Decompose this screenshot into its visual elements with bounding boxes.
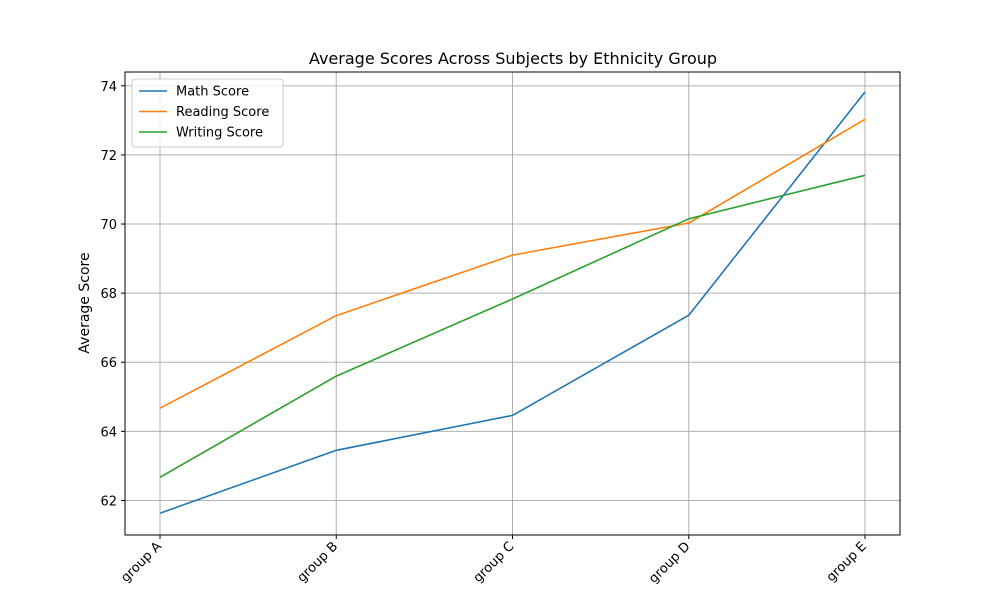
series-line-writing-score — [159, 174, 866, 478]
y-tick-label: 64 — [100, 425, 117, 440]
y-tick-label: 70 — [100, 218, 117, 233]
plot-frame — [124, 71, 901, 536]
y-axis-label: Average Score — [77, 252, 93, 353]
y-tick-label: 72 — [100, 149, 117, 164]
y-tick-label: 66 — [100, 356, 117, 371]
legend-box — [131, 78, 284, 148]
series-line-reading-score — [159, 118, 866, 409]
legend-label: Reading Score — [176, 105, 269, 120]
y-tick-label: 74 — [100, 80, 117, 95]
x-tick-label: group C — [471, 539, 518, 586]
legend-label: Writing Score — [176, 126, 263, 141]
x-tick-label: group D — [646, 539, 693, 586]
legend: Math Score Reading Score Writing Score — [131, 78, 284, 148]
legend-label: Math Score — [176, 85, 249, 100]
y-tick-label: 62 — [100, 494, 117, 509]
axis-ticks: group A group B group C group D group E 62 64 6… — [100, 80, 869, 587]
series-lines — [159, 91, 866, 514]
x-tick-label: group B — [295, 539, 342, 586]
chart-title: Average Scores Across Subjects by Ethnic… — [309, 49, 717, 68]
y-tick-label: 68 — [100, 287, 117, 302]
x-tick-label: group E — [824, 539, 870, 585]
x-tick-label: group A — [118, 539, 165, 586]
series-line-math-score — [159, 91, 866, 514]
